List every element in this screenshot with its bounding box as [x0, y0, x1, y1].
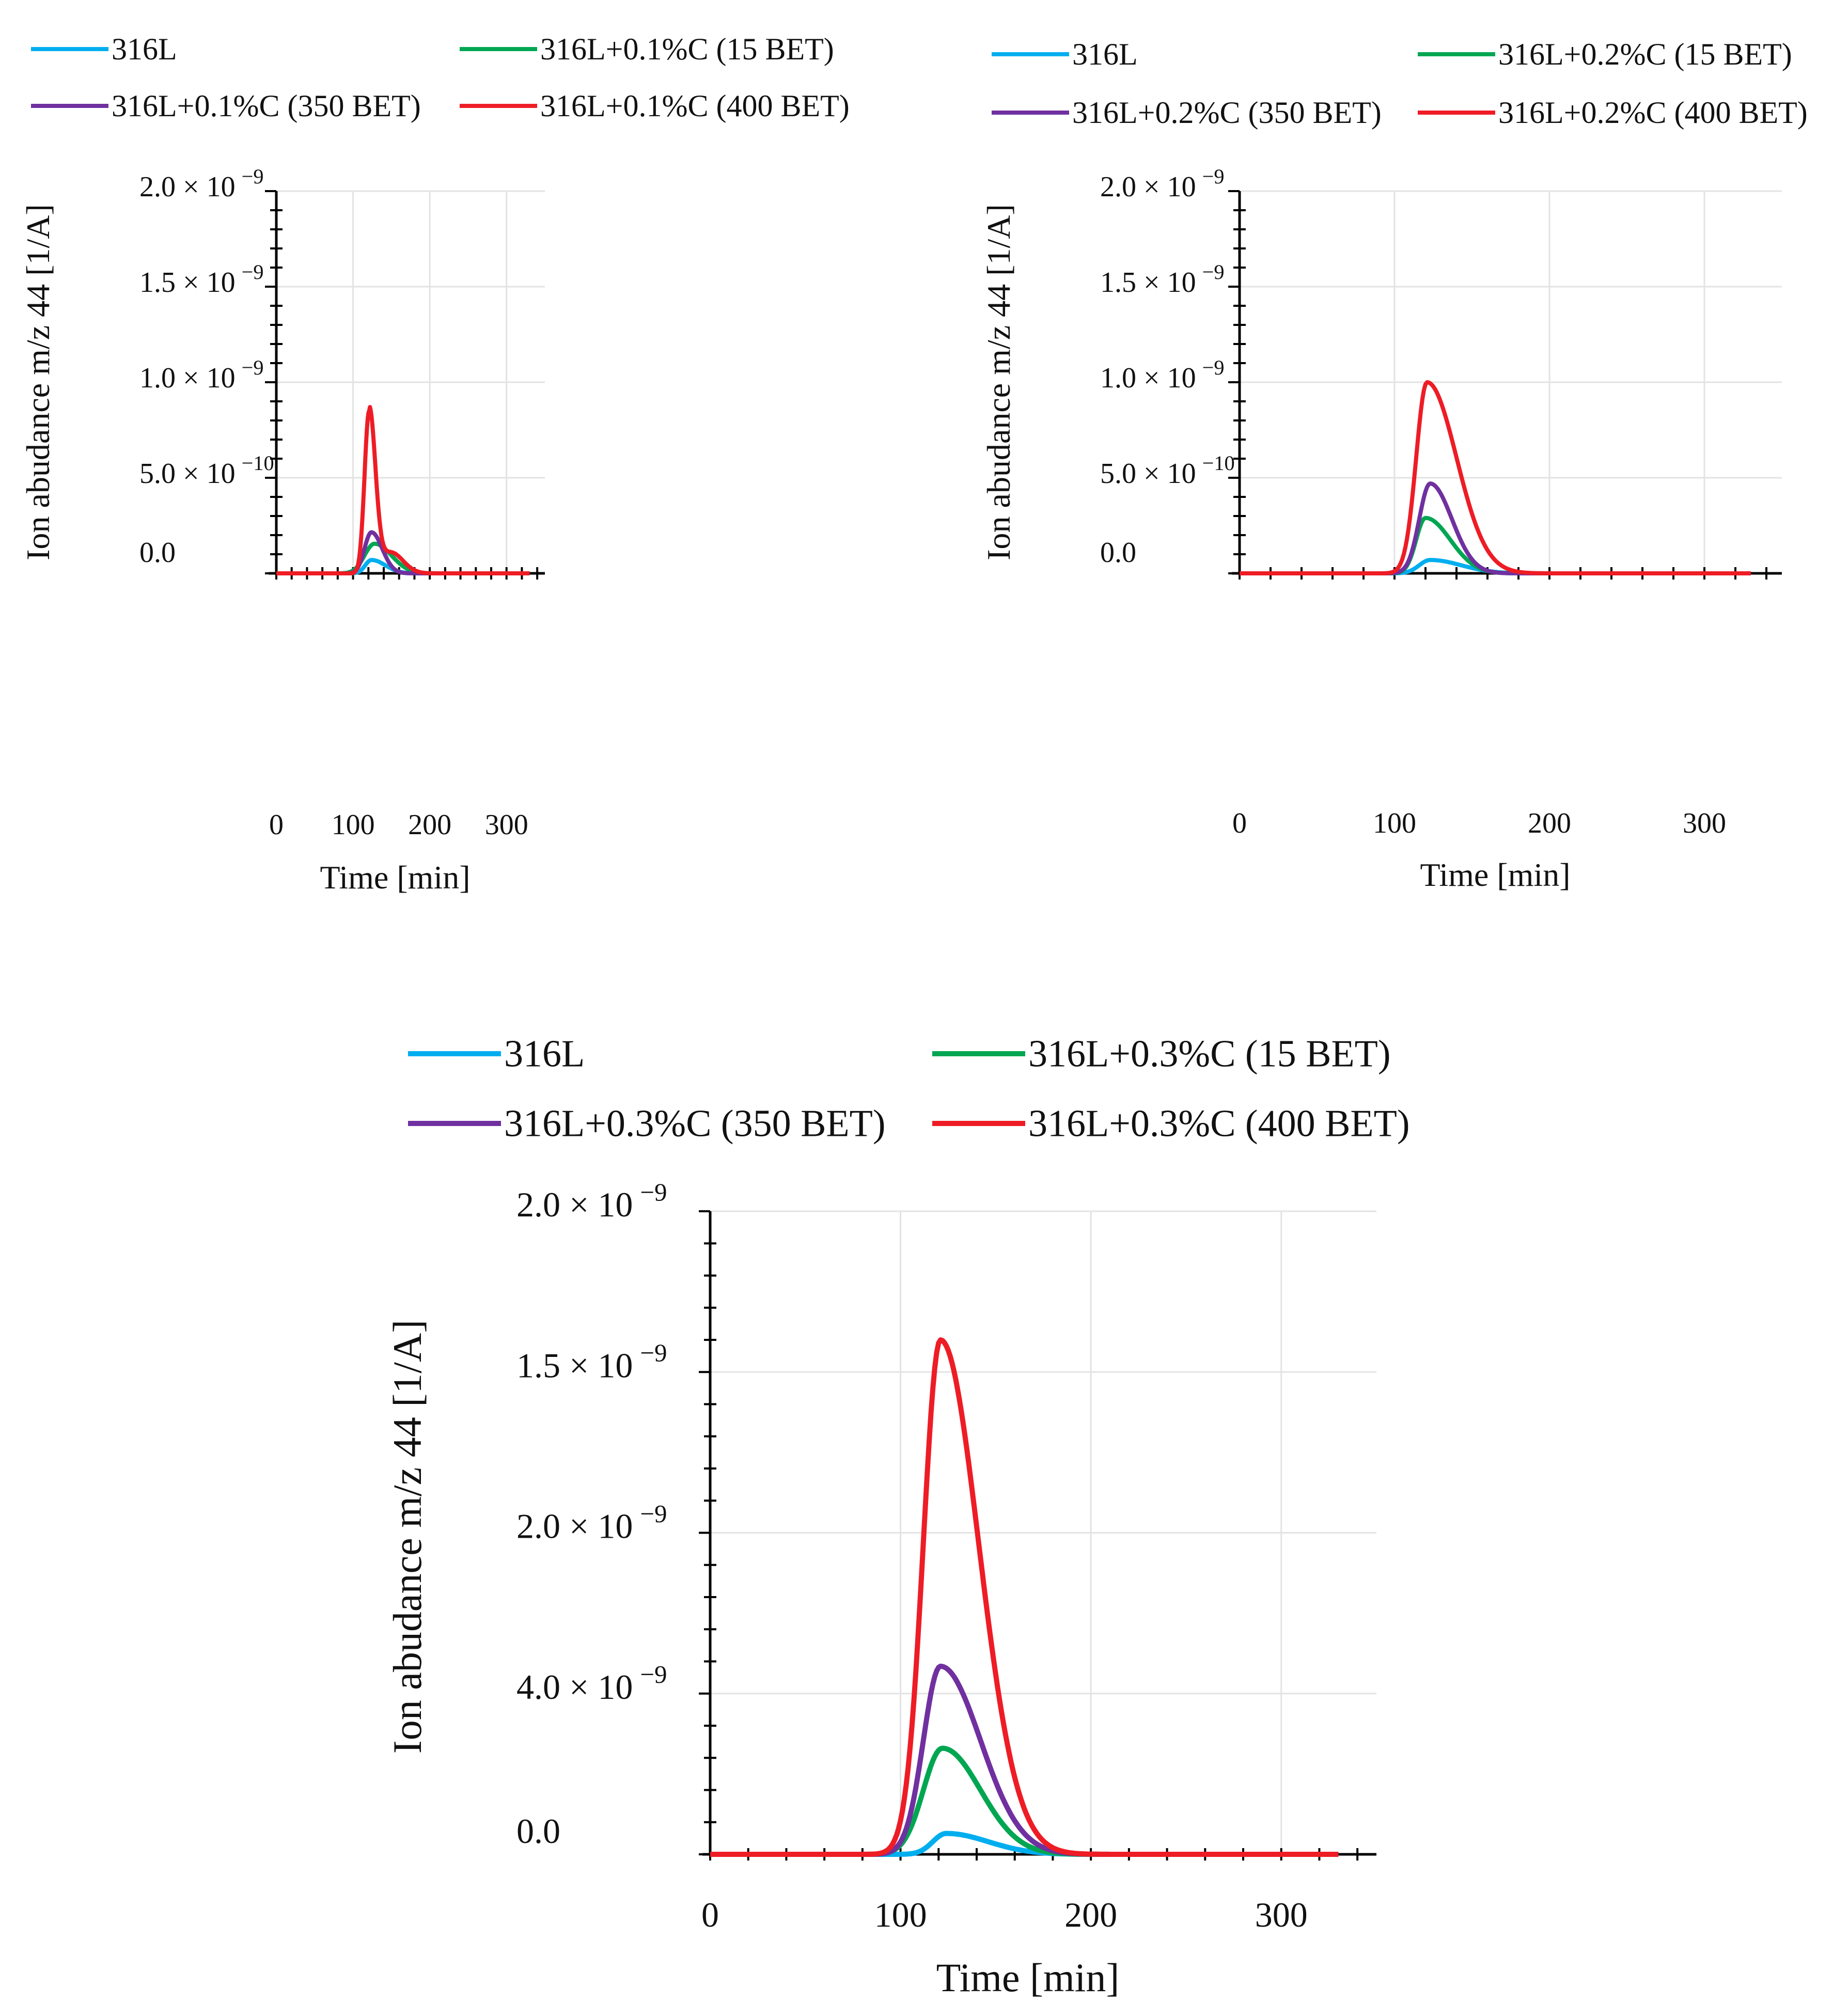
x-tick-label: 200	[408, 809, 451, 841]
y-axis-label: Ion abudance m/z 44 [1/A]	[980, 204, 1017, 560]
y-tick-label: 1.0 × 10 −9	[139, 356, 264, 394]
y-tick-label: 0.0	[516, 1811, 560, 1851]
y-tick-label: 2.0 × 10 −9	[516, 1499, 667, 1546]
legend-label-3: 316L+0.2%C (350 BET)	[1072, 96, 1382, 130]
legend-label-3: 316L+0.1%C (350 BET)	[112, 89, 421, 123]
legend-label-1: 316L	[504, 1033, 585, 1075]
series-line-4	[275, 405, 531, 575]
x-tick-label: 200	[1064, 1895, 1117, 1934]
y-axis-label: Ion abudance m/z 44 [1/A]	[20, 204, 56, 560]
y-tick-label: 2.0 × 10 −9	[139, 165, 264, 203]
y-tick-label: 1.5 × 10 −9	[1100, 260, 1225, 299]
x-tick-label: 100	[332, 809, 375, 841]
y-tick-label: 4.0 × 10 −9	[516, 1660, 667, 1707]
x-tick-label: 300	[1683, 807, 1726, 839]
y-tick-label: 5.0 × 10 −10	[139, 451, 274, 490]
x-tick-label: 200	[1528, 807, 1571, 839]
x-tick-label: 300	[485, 809, 528, 841]
y-tick-label: 0.0	[1100, 537, 1136, 569]
y-tick-label: 5.0 × 10 −10	[1100, 451, 1235, 490]
x-tick-label: 100	[1373, 807, 1416, 839]
series-line-4	[709, 1337, 1339, 1857]
legend-label-2: 316L+0.3%C (15 BET)	[1028, 1033, 1390, 1075]
y-axis-label: Ion abudance m/z 44 [1/A]	[385, 1320, 430, 1754]
series-line-2	[1239, 515, 1751, 575]
chart-panel-top-right: 0 100 200 300 0.0 5.0 × 10 −10 1.0 × 10 −9 1.5 × …	[980, 37, 1808, 893]
x-axis-label: Time [min]	[320, 859, 471, 896]
y-tick-label: 1.5 × 10 −9	[516, 1339, 667, 1385]
series-line-3	[709, 1663, 1339, 1857]
y-tick-label: 2.0 × 10 −9	[1100, 165, 1225, 203]
legend-label-2: 316L+0.1%C (15 BET)	[540, 32, 834, 66]
x-tick-label: 0	[269, 809, 284, 841]
legend-label-4: 316L+0.1%C (400 BET)	[540, 89, 850, 123]
legend-label-4: 316L+0.3%C (400 BET)	[1028, 1102, 1409, 1145]
x-tick-label: 0	[701, 1895, 719, 1934]
chart-panel-bottom: 0 100 200 300 0.0 4.0 × 10 −9 2.0 × 10 −9 1.5 × 1…	[385, 1033, 1409, 2000]
legend-label-3: 316L+0.3%C (350 BET)	[504, 1102, 885, 1145]
x-tick-label: 300	[1255, 1895, 1308, 1934]
x-tick-label: 0	[1232, 807, 1247, 839]
chart-panel-top-left: 0 100 200 300 0.0 5.0 × 10 −10 1.0 × 10 −9 1.5 × …	[20, 32, 850, 896]
legend-label-2: 316L+0.2%C (15 BET)	[1498, 37, 1792, 71]
y-tick-label: 1.5 × 10 −9	[139, 260, 264, 299]
y-tick-label: 2.0 × 10 −9	[516, 1178, 667, 1224]
x-axis-label: Time [min]	[1420, 856, 1571, 893]
legend-label-1: 316L	[1072, 37, 1138, 71]
x-axis-label: Time [min]	[936, 1955, 1120, 2000]
y-tick-label: 0.0	[139, 537, 176, 569]
y-tick-label: 1.0 × 10 −9	[1100, 356, 1225, 394]
legend-label-1: 316L	[112, 32, 177, 66]
x-tick-label: 100	[874, 1895, 927, 1934]
series-line-4	[1239, 380, 1751, 575]
legend-label-4: 316L+0.2%C (400 BET)	[1498, 96, 1808, 130]
